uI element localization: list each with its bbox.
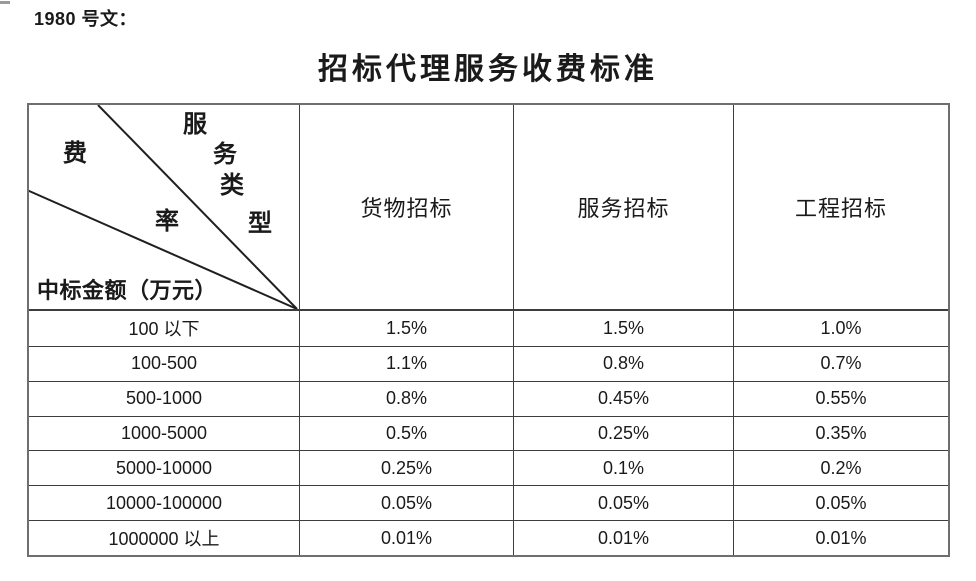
rate-value-cell: 0.7% [733, 346, 948, 381]
table-row: 5000-10000 0.25% 0.1% 0.2% [29, 450, 948, 486]
amount-axis-label: 中标金额（万元） [37, 278, 218, 303]
rate-value-cell: 0.01% [299, 521, 513, 555]
table-body: 100 以下 1.5% 1.5% 1.0% 100-500 1.1% 0.8% 0.7% 500… [29, 311, 948, 555]
rate-value-cell: 0.35% [733, 416, 948, 451]
amount-range-cell: 500-1000 [125, 388, 203, 409]
amount-range-cell: 100 以下 [128, 319, 200, 340]
rate-value-cell: 0.05% [733, 486, 948, 521]
rate-value-cell: 0.01% [733, 521, 948, 555]
table-row: 100-500 1.1% 0.8% 0.7% [29, 345, 948, 381]
rate-value-cell: 0.2% [733, 451, 948, 486]
rate-value-cell: 1.0% [733, 311, 948, 346]
amount-range-cell: 1000000 以上 [108, 529, 220, 550]
service-type-char: 型 [248, 211, 272, 237]
rate-value-cell: 0.05% [513, 486, 733, 521]
column-header-engineering: 工程招标 [733, 105, 948, 309]
rate-value-cell: 0.05% [299, 486, 513, 521]
amount-range-cell: 1000-5000 [120, 422, 208, 443]
amount-range-cell: 5000-10000 [115, 457, 213, 478]
document-reference: 1980 号文： [34, 9, 138, 29]
rate-value-cell: 0.55% [733, 381, 948, 416]
rate-value-cell: 0.25% [513, 416, 733, 451]
scan-edge-artifact [0, 1, 10, 4]
rate-value-cell: 1.1% [299, 346, 513, 381]
table-header-row: 服 务 类 型 费 率 中标金额（万元） 货物招标 服务招标 工程招标 [29, 105, 948, 311]
rate-value-cell: 0.25% [299, 451, 513, 486]
rate-value-cell: 0.8% [513, 346, 733, 381]
diagonal-header-cell: 服 务 类 型 费 率 中标金额（万元） [29, 105, 299, 309]
rate-value-cell: 0.01% [513, 521, 733, 555]
table-row: 1000-5000 0.5% 0.25% 0.35% [29, 415, 948, 451]
rate-value-cell: 1.5% [513, 311, 733, 346]
rate-value-cell: 0.45% [513, 381, 733, 416]
service-type-char: 类 [220, 173, 244, 199]
rate-value-cell: 1.5% [299, 311, 513, 346]
column-header-services: 服务招标 [513, 105, 733, 309]
table-row: 10000-100000 0.05% 0.05% 0.05% [29, 485, 948, 521]
table-row: 100 以下 1.5% 1.5% 1.0% [29, 311, 948, 346]
rate-value-cell: 0.5% [299, 416, 513, 451]
amount-range-cell: 10000-100000 [105, 492, 223, 513]
fee-standard-table: 服 务 类 型 费 率 中标金额（万元） 货物招标 服务招标 工程招标 100 … [27, 103, 950, 557]
table-row: 1000000 以上 0.01% 0.01% 0.01% [29, 520, 948, 555]
page-title: 招标代理服务收费标准 [318, 53, 658, 86]
diagonal-lines [29, 105, 298, 309]
column-header-goods: 货物招标 [299, 105, 513, 309]
table-row: 500-1000 0.8% 0.45% 0.55% [29, 380, 948, 416]
fee-rate-char: 费 [63, 141, 87, 167]
rate-value-cell: 0.8% [299, 381, 513, 416]
service-type-char: 服 [183, 112, 207, 138]
service-type-char: 务 [213, 142, 237, 168]
amount-range-cell: 100-500 [130, 353, 198, 374]
rate-value-cell: 0.1% [513, 451, 733, 486]
fee-rate-char: 率 [155, 209, 179, 235]
